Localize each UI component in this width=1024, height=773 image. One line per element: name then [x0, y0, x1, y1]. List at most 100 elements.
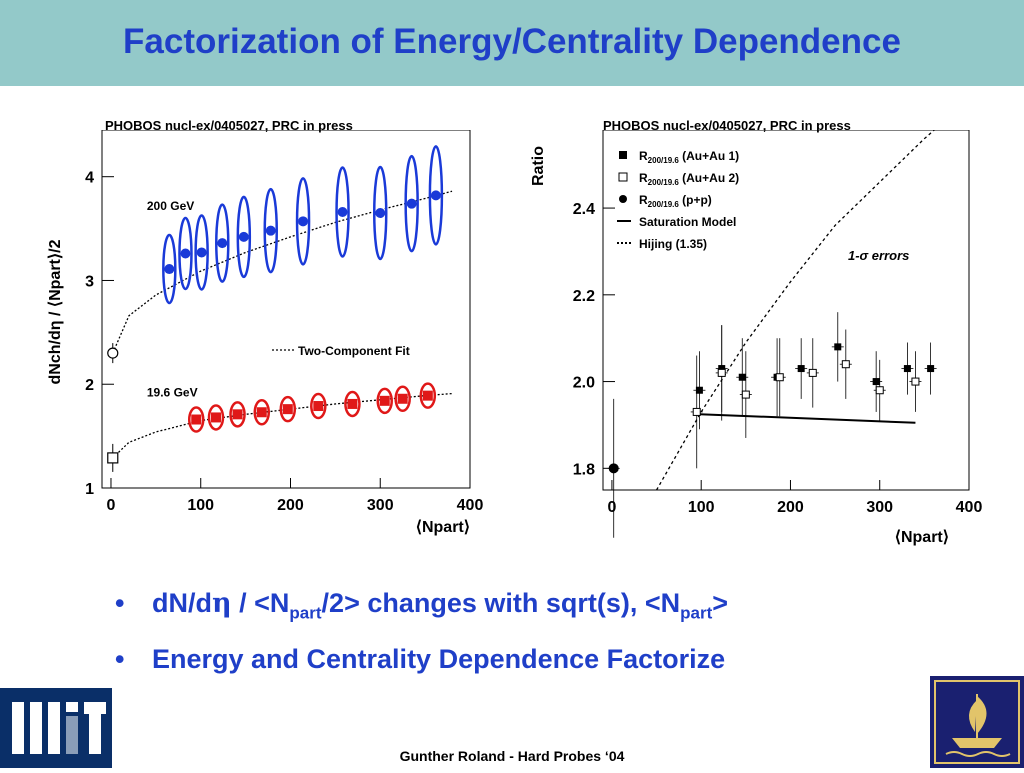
error-ellipse: [279, 395, 297, 423]
mit-logo: [0, 688, 112, 768]
data-point-200gev: [375, 208, 386, 219]
y-tick-label: 2: [85, 377, 94, 394]
x-tick-label: 200: [277, 497, 304, 514]
bullet-text-part: dN/d: [152, 588, 212, 618]
error-ellipse: [428, 145, 444, 246]
data-point-19gev: [379, 395, 390, 406]
error-ellipse: [178, 216, 193, 291]
y-tick-label: 1.8: [573, 461, 595, 478]
slide-title: Factorization of Energy/Centrality Depen…: [123, 22, 901, 61]
y-tick-label: 2.4: [573, 201, 595, 218]
error-ellipse: [419, 382, 437, 409]
error-ellipse: [310, 392, 327, 420]
data-point-auau1: [695, 386, 703, 394]
data-point-auau1: [903, 365, 911, 373]
bullet-dot-icon: •: [115, 644, 125, 675]
saturation-line: [696, 413, 916, 424]
data-point-19gev: [347, 398, 358, 409]
data-point-pp: [107, 347, 119, 359]
label-200gev: 200 GeV: [147, 199, 194, 213]
bullet-text-part: Energy and Centrality Dependence Factori…: [152, 644, 726, 675]
right-chart: 0 100 200 300 400 1.8 2.0 2.2 2.4 R200/19.6 (Au+A…: [530, 130, 983, 546]
bullet-dot-icon: •: [115, 588, 125, 618]
data-point-200gev: [430, 190, 441, 201]
bullet-text-part: part: [680, 603, 713, 623]
error-ellipse: [229, 401, 246, 428]
error-ellipse: [376, 387, 393, 415]
data-point-200gev: [196, 247, 207, 258]
data-point-19gev: [191, 414, 202, 425]
left-chart-source: PHOBOS nucl-ex/0405027, PRC in press: [105, 118, 353, 133]
data-point-auau1: [927, 365, 935, 373]
data-point-auau1: [834, 343, 842, 351]
fit-curve: [112, 190, 453, 354]
bullet-text-part: / <N: [231, 588, 290, 618]
data-point-auau1: [738, 373, 746, 381]
data-point-pp: [608, 463, 619, 474]
x-axis-label: ⟨Npart⟩: [895, 529, 949, 546]
y-tick-label: 3: [85, 273, 94, 290]
x-tick-label: 0: [607, 499, 616, 516]
legend-marker: [619, 151, 627, 159]
data-point-auau1: [872, 378, 880, 386]
y-tick-label: 2.0: [573, 375, 595, 392]
data-point-auau2: [875, 386, 884, 395]
data-point-200gev: [265, 225, 276, 236]
data-point-auau2: [911, 377, 920, 386]
legend-fit-label: Two-Component Fit: [298, 344, 410, 358]
legend-label: Hijing (1.35): [639, 237, 707, 251]
data-point-200gev: [337, 206, 348, 217]
bullet-item-2: • Energy and Centrality Dependence Factor…: [115, 636, 728, 682]
error-ellipse: [404, 154, 419, 253]
y-tick-label: 2.2: [573, 288, 595, 305]
error-ellipse: [207, 404, 225, 431]
hijing-curve: [655, 130, 936, 490]
y-axis-label: Ratio: [530, 146, 547, 186]
data-point-19gev: [397, 393, 408, 404]
x-tick-label: 300: [367, 497, 394, 514]
data-point-200gev: [164, 264, 175, 275]
x-tick-label: 0: [107, 497, 116, 514]
x-tick-label: 100: [187, 497, 214, 514]
y-tick-label: 1: [85, 481, 94, 498]
legend-marker: [619, 195, 627, 203]
x-axis-label: ⟨Npart⟩: [416, 519, 470, 536]
data-point-pp: [107, 452, 119, 464]
bullet-item-1: • dN/dη / <Npart/2> changes with sqrt(s),…: [115, 580, 728, 636]
left-chart: 0 100 200 300 400 1 2 3 4 200 GeV 19.6 GeV Two-Comp…: [47, 130, 483, 536]
error-ellipse: [372, 165, 388, 261]
error-ellipse: [394, 385, 411, 413]
bullet-list: • dN/dη / <Npart/2> changes with sqrt(s),…: [115, 580, 728, 682]
errors-annotation: 1-σ errors: [848, 248, 909, 263]
bullet-text-part: part: [289, 603, 322, 623]
data-point-200gev: [238, 231, 249, 242]
legend-label: Saturation Model: [639, 215, 736, 229]
data-point-19gev: [282, 404, 293, 415]
data-point-200gev: [217, 238, 228, 249]
title-bar: [0, 0, 1024, 86]
bullet-text-part: /2> changes with sqrt(s), <N: [321, 588, 681, 618]
bullet-text-part: η: [212, 588, 232, 619]
mit-logo-icon: [12, 702, 106, 754]
x-tick-label: 300: [866, 499, 893, 516]
plot-frame: [602, 130, 970, 491]
bullet-text-part: >: [712, 588, 729, 618]
x-tick-label: 200: [777, 499, 804, 516]
plot-frame: [101, 130, 471, 489]
footer-text: Gunther Roland - Hard Probes ‘04: [399, 748, 625, 764]
data-point-200gev: [180, 248, 191, 259]
x-tick-label: 100: [688, 499, 715, 516]
error-ellipse: [253, 398, 271, 426]
data-point-200gev: [298, 216, 309, 227]
error-ellipse: [335, 166, 350, 258]
error-ellipse: [263, 187, 278, 274]
y-tick-label: 4: [85, 170, 94, 187]
data-point-auau1: [797, 365, 805, 373]
data-point-auau2: [841, 360, 850, 369]
x-tick-label: 400: [956, 499, 983, 516]
data-point-auau2: [692, 407, 701, 416]
right-chart-source: PHOBOS nucl-ex/0405027, PRC in press: [603, 118, 851, 133]
ship-seal-logo: [930, 676, 1024, 768]
error-ellipse: [236, 195, 252, 279]
legend-label: R200/19.6 (Au+Au 1): [639, 149, 739, 165]
